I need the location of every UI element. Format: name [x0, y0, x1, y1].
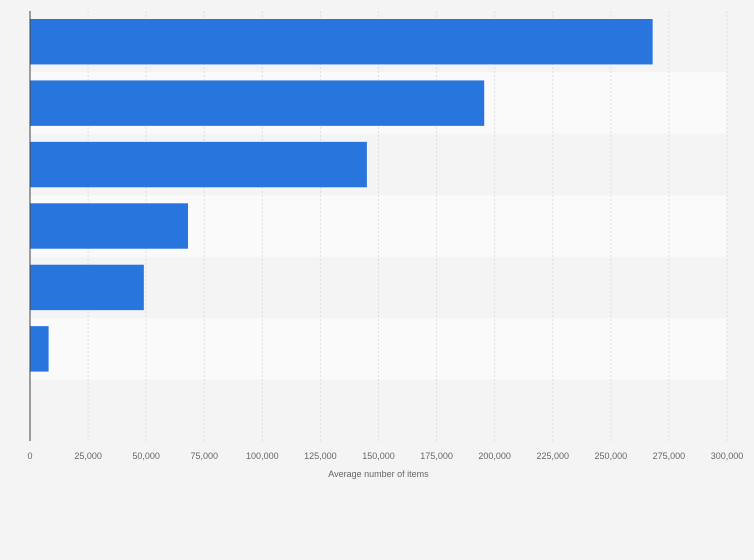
x-tick-label: 100,000 — [246, 451, 279, 461]
bar — [30, 326, 49, 372]
bar — [30, 19, 653, 65]
x-tick-label: 0 — [27, 451, 32, 461]
x-tick-label: 75,000 — [190, 451, 218, 461]
bar — [30, 80, 485, 126]
x-tick-label: 275,000 — [653, 451, 686, 461]
x-tick-labels: 0 25,000 50,000 75,000 100,000 125,000 150,000… — [27, 451, 743, 461]
bar — [30, 203, 188, 249]
x-tick-label: 50,000 — [132, 451, 160, 461]
x-tick-label: 300,000 — [711, 451, 744, 461]
x-tick-label: 225,000 — [536, 451, 569, 461]
x-tick-label: 25,000 — [74, 451, 102, 461]
row-band — [30, 379, 727, 441]
x-tick-label: 200,000 — [478, 451, 511, 461]
bar — [30, 264, 144, 311]
x-tick-label: 175,000 — [420, 451, 453, 461]
bars — [30, 19, 653, 372]
x-tick-label: 125,000 — [304, 451, 337, 461]
bar — [30, 141, 367, 188]
x-tick-label: 250,000 — [595, 451, 628, 461]
x-tick-label: 150,000 — [362, 451, 395, 461]
x-axis-title: Average number of items — [328, 469, 429, 479]
